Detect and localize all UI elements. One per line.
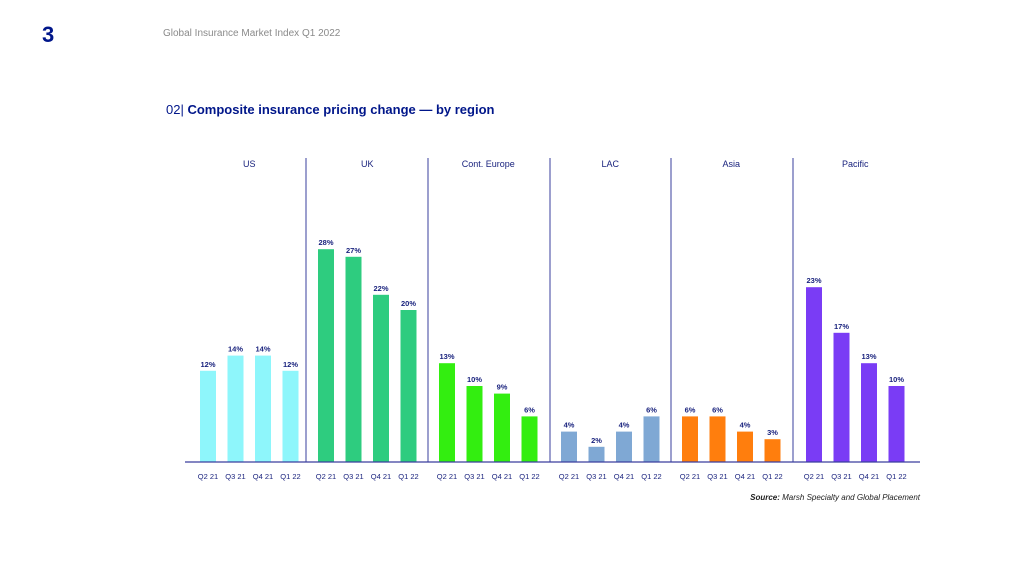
bar bbox=[255, 355, 271, 462]
region-label: Cont. Europe bbox=[462, 159, 515, 169]
chart-title: 02| Composite insurance pricing change —… bbox=[166, 102, 494, 117]
bar bbox=[200, 370, 216, 462]
bar bbox=[521, 416, 538, 462]
x-tick-label: Q3 21 bbox=[707, 472, 727, 481]
x-tick-label: Q4 21 bbox=[859, 472, 879, 481]
data-label: 13% bbox=[439, 352, 454, 361]
data-label: 28% bbox=[318, 238, 333, 247]
bar bbox=[227, 355, 244, 462]
x-tick-label: Q2 21 bbox=[198, 472, 218, 481]
data-label: 14% bbox=[228, 345, 243, 354]
data-label: 6% bbox=[685, 405, 696, 414]
bar bbox=[616, 431, 632, 462]
x-tick-label: Q3 21 bbox=[225, 472, 245, 481]
x-tick-label: Q2 21 bbox=[559, 472, 579, 481]
x-tick-label: Q4 21 bbox=[253, 472, 273, 481]
data-label: 10% bbox=[889, 375, 904, 384]
x-tick-label: Q3 21 bbox=[586, 472, 606, 481]
bar bbox=[373, 294, 389, 462]
region-label: Asia bbox=[722, 159, 740, 169]
data-label: 4% bbox=[740, 421, 751, 430]
x-tick-label: Q4 21 bbox=[371, 472, 391, 481]
data-label: 14% bbox=[255, 345, 270, 354]
data-label: 6% bbox=[646, 405, 657, 414]
bar bbox=[318, 249, 334, 462]
chart-number: 02| bbox=[166, 102, 184, 117]
data-label: 22% bbox=[373, 284, 388, 293]
data-label: 3% bbox=[767, 428, 778, 437]
x-tick-label: Q1 22 bbox=[762, 472, 782, 481]
chart-title-text: Composite insurance pricing change — by … bbox=[187, 102, 495, 117]
region-label: UK bbox=[361, 159, 374, 169]
data-label: 20% bbox=[401, 299, 416, 308]
bar bbox=[466, 386, 483, 462]
x-tick-label: Q3 21 bbox=[343, 472, 363, 481]
bar bbox=[764, 439, 781, 462]
bar bbox=[561, 431, 577, 462]
x-tick-label: Q4 21 bbox=[492, 472, 512, 481]
bar bbox=[400, 310, 417, 462]
page-number: 3 bbox=[42, 22, 55, 47]
data-label: 6% bbox=[712, 405, 723, 414]
bar bbox=[737, 431, 753, 462]
bar bbox=[345, 256, 362, 462]
bar bbox=[861, 363, 877, 462]
region-label: US bbox=[243, 159, 256, 169]
report-header: Global Insurance Market Index Q1 2022 bbox=[163, 28, 341, 39]
x-tick-label: Q1 22 bbox=[398, 472, 418, 481]
bar bbox=[682, 416, 698, 462]
data-label: 6% bbox=[524, 405, 535, 414]
x-tick-label: Q2 21 bbox=[804, 472, 824, 481]
data-label: 12% bbox=[283, 360, 298, 369]
x-tick-label: Q1 22 bbox=[519, 472, 539, 481]
data-label: 9% bbox=[497, 383, 508, 392]
data-label: 2% bbox=[591, 436, 602, 445]
data-label: 27% bbox=[346, 246, 361, 255]
data-label: 4% bbox=[619, 421, 630, 430]
bar bbox=[833, 332, 850, 462]
x-tick-label: Q3 21 bbox=[464, 472, 484, 481]
data-label: 4% bbox=[564, 421, 575, 430]
bar bbox=[643, 416, 660, 462]
data-label: 10% bbox=[467, 375, 482, 384]
x-tick-label: Q4 21 bbox=[735, 472, 755, 481]
x-tick-label: Q4 21 bbox=[614, 472, 634, 481]
x-tick-label: Q2 21 bbox=[437, 472, 457, 481]
region-label: Pacific bbox=[842, 159, 869, 169]
x-tick-label: Q1 22 bbox=[641, 472, 661, 481]
region-label: LAC bbox=[601, 159, 619, 169]
source-text: Marsh Specialty and Global Placement bbox=[782, 493, 920, 502]
bar bbox=[494, 393, 510, 462]
x-tick-label: Q3 21 bbox=[831, 472, 851, 481]
bar bbox=[709, 416, 726, 462]
data-label: 12% bbox=[200, 360, 215, 369]
data-label: 13% bbox=[861, 352, 876, 361]
x-tick-label: Q2 21 bbox=[680, 472, 700, 481]
bar bbox=[888, 386, 905, 462]
source-label: Source: bbox=[750, 493, 780, 502]
bar bbox=[439, 363, 455, 462]
x-tick-label: Q1 22 bbox=[886, 472, 906, 481]
bar bbox=[282, 370, 299, 462]
data-label: 17% bbox=[834, 322, 849, 331]
source-note: Source: Marsh Specialty and Global Place… bbox=[640, 493, 920, 502]
bar bbox=[806, 287, 822, 462]
x-tick-label: Q2 21 bbox=[316, 472, 336, 481]
x-tick-label: Q1 22 bbox=[280, 472, 300, 481]
data-label: 23% bbox=[806, 276, 821, 285]
bar bbox=[588, 446, 605, 462]
